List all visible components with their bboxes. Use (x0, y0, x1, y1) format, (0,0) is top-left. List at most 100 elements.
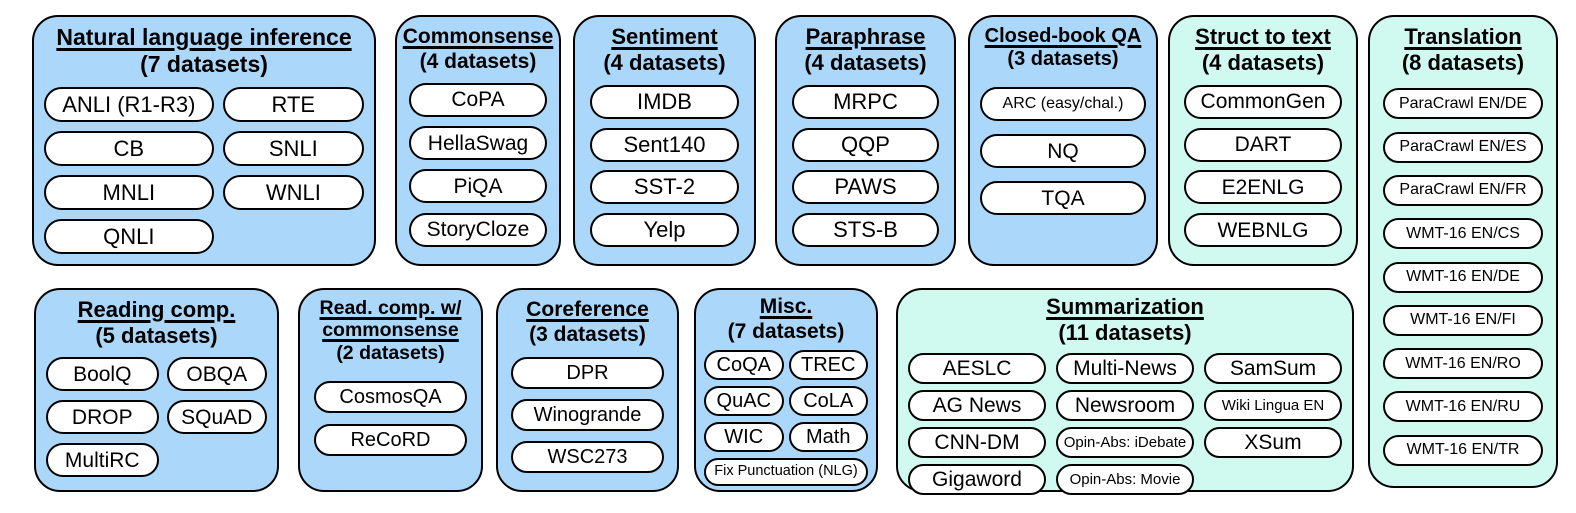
dataset-pill: QNLI (44, 219, 214, 255)
dataset-pill: STS-B (791, 213, 940, 248)
cluster-paraphrase: Paraphrase (4 datasets) MRPC QQP PAWS ST… (775, 15, 956, 266)
dataset-pill: WMT-16 EN/RU (1383, 391, 1543, 423)
dataset-pill: WMT-16 EN/CS (1383, 218, 1543, 250)
cluster-subtitle: (4 datasets) (419, 49, 537, 73)
cluster-title: Closed-book QA (984, 25, 1142, 47)
cluster-title: Struct to text (1195, 24, 1331, 49)
dataset-pill: ParaCrawl EN/FR (1383, 174, 1543, 206)
cluster-commonsense: Commonsense (4 datasets) CoPA HellaSwag … (395, 15, 561, 266)
dataset-pill: XSum (1204, 427, 1342, 459)
dataset-pill: ANLI (R1-R3) (44, 87, 214, 123)
dataset-pill: Opin-Abs: Movie (1056, 464, 1194, 496)
cluster-title: Commonsense (402, 25, 554, 48)
cluster-reading-comprehension-with-commonsense: Read. comp. w/ commonsense (2 datasets) … (298, 288, 483, 492)
dataset-pill: WNLI (222, 175, 364, 211)
dataset-pill: Yelp (589, 213, 740, 248)
cluster-title: Read. comp. w/ commonsense (319, 297, 462, 341)
cluster-title: Sentiment (611, 24, 718, 49)
dataset-pill-group: DPR Winogrande WSC273 (508, 356, 667, 473)
cluster-subtitle: (11 datasets) (1058, 319, 1192, 345)
dataset-pill: SamSum (1204, 353, 1342, 385)
dataset-pill: TQA (980, 181, 1146, 216)
cluster-natural-language-inference: Natural language inference (7 datasets) … (32, 15, 376, 266)
dataset-pill-group: ARC (easy/chal.) NQ TQA (977, 87, 1149, 216)
dataset-pill: QQP (791, 127, 940, 162)
dataset-pill: MRPC (791, 84, 940, 119)
dataset-pill: ParaCrawl EN/ES (1383, 131, 1543, 163)
cluster-title: Summarization (1046, 294, 1204, 319)
dataset-pill: AESLC (908, 353, 1046, 385)
cluster-title: Paraphrase (805, 24, 926, 49)
dataset-pill: SST-2 (589, 170, 740, 205)
dataset-pill-group: BoolQ OBQA DROP SQuAD MultiRC (46, 357, 267, 478)
cluster-title: Translation (1404, 24, 1522, 49)
dataset-pill: SNLI (222, 131, 364, 167)
cluster-subtitle: (5 datasets) (95, 322, 218, 348)
cluster-title: Reading comp. (77, 297, 236, 322)
dataset-pill: Sent140 (589, 127, 740, 162)
dataset-pill: Winogrande (511, 398, 664, 431)
dataset-pill: AG News (908, 390, 1046, 422)
dataset-pill: WSC273 (511, 440, 664, 473)
dataset-pill: CNN-DM (908, 427, 1046, 459)
cluster-subtitle: (3 datasets) (529, 322, 646, 346)
dataset-pill-group: CosmosQA ReCoRD (310, 381, 471, 457)
cluster-subtitle: (4 datasets) (603, 49, 726, 75)
dataset-pill: PAWS (791, 170, 940, 205)
dataset-pill-group: ParaCrawl EN/DE ParaCrawl EN/ES ParaCraw… (1380, 76, 1546, 478)
dataset-pill: MNLI (44, 175, 214, 211)
cluster-translation: Translation (8 datasets) ParaCrawl EN/DE… (1368, 15, 1558, 488)
dataset-pill: WMT-16 EN/FI (1383, 304, 1543, 336)
cluster-miscellaneous: Misc. (7 datasets) CoQA TREC QuAC CoLA W… (694, 288, 878, 492)
dataset-pill: WEBNLG (1184, 213, 1342, 248)
dataset-pill: Math (788, 421, 868, 452)
dataset-pill: Gigaword (908, 464, 1046, 496)
dataset-pill: NQ (980, 134, 1146, 169)
dataset-pill: SQuAD (166, 400, 267, 435)
dataset-pill: WMT-16 EN/TR (1383, 434, 1543, 466)
dataset-pill: CoLA (788, 385, 868, 416)
dataset-pill: ARC (easy/chal.) (980, 87, 1146, 122)
cluster-subtitle: (7 datasets) (727, 319, 845, 343)
dataset-pill: E2ENLG (1184, 170, 1342, 205)
cluster-subtitle: (8 datasets) (1401, 49, 1525, 75)
dataset-pill: CommonGen (1184, 84, 1342, 119)
dataset-pill-group: CommonGen DART E2ENLG WEBNLG (1180, 76, 1346, 256)
dataset-pill: DART (1184, 127, 1342, 162)
dataset-pill: ParaCrawl EN/DE (1383, 88, 1543, 120)
cluster-reading-comprehension: Reading comp. (5 datasets) BoolQ OBQA DR… (34, 288, 279, 492)
cluster-title: Coreference (526, 298, 649, 321)
dataset-pill: IMDB (589, 84, 740, 119)
cluster-sentiment: Sentiment (4 datasets) IMDB Sent140 SST-… (573, 15, 756, 266)
dataset-pill: OBQA (166, 357, 267, 392)
dataset-pill: Newsroom (1056, 390, 1194, 422)
cluster-title: Natural language inference (56, 24, 352, 50)
dataset-pill-group: MRPC QQP PAWS STS-B (787, 76, 944, 256)
dataset-pill: ReCoRD (314, 424, 467, 457)
dataset-pill: CosmosQA (314, 381, 467, 414)
dataset-pill-group: CoQA TREC QuAC CoLA WIC Math Fix Punctua… (704, 349, 868, 486)
dataset-pill: CB (44, 131, 214, 167)
cluster-subtitle: (4 datasets) (804, 49, 927, 75)
dataset-pill: CoQA (704, 349, 784, 380)
dataset-pill: RTE (222, 87, 364, 123)
cluster-subtitle: (7 datasets) (140, 50, 268, 77)
dataset-pill-group: AESLC Multi-News SamSum AG News Newsroom… (908, 353, 1342, 496)
dataset-pill: MultiRC (46, 443, 159, 478)
dataset-pill: Multi-News (1056, 353, 1194, 385)
cluster-title: Misc. (759, 295, 813, 318)
dataset-pill: WMT-16 EN/RO (1383, 348, 1543, 380)
dataset-pill: TREC (788, 349, 868, 380)
cluster-subtitle: (2 datasets) (336, 341, 445, 364)
dataset-pill: DROP (46, 400, 159, 435)
dataset-pill: HellaSwag (409, 126, 547, 161)
dataset-pill-group: CoPA HellaSwag PiQA StoryCloze (407, 74, 549, 256)
dataset-pill: Fix Punctuation (NLG) (704, 457, 868, 486)
cluster-coreference: Coreference (3 datasets) DPR Winogrande … (496, 288, 679, 492)
dataset-pill: PiQA (409, 169, 547, 204)
dataset-pill: WIC (704, 421, 784, 452)
dataset-pill: StoryCloze (409, 212, 547, 247)
dataset-pill: Opin-Abs: iDebate (1056, 427, 1194, 459)
dataset-pill: QuAC (704, 385, 784, 416)
